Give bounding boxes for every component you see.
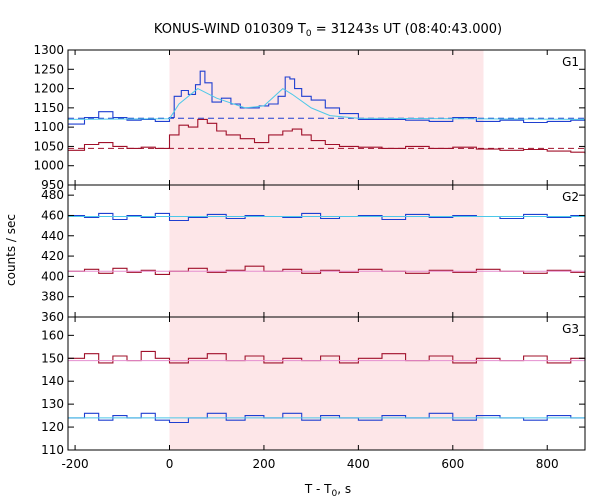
title-main: KONUS-WIND 010309 T [154,22,306,37]
chart-title: KONUS-WIND 010309 T0 = 31243s UT (08:40:… [154,22,502,39]
panel-g3: 110 120 130 140 150 160 G3 [41,316,586,457]
y-tick-label: 420 [41,249,64,263]
x-tick-label: 400 [347,457,370,471]
y-tick-label: 1000 [33,159,64,173]
title-sub: 0 [306,29,312,39]
shaded-interval [169,185,484,317]
y-tick-label: 400 [41,269,64,283]
xlabel-sub: 0 [332,489,338,499]
title-rest: = 31243s UT (08:40:43.000) [312,22,502,37]
y-tick-label: 1150 [33,101,64,115]
x-tick-label: 200 [252,457,275,471]
y-tick-label: 1100 [33,120,64,134]
y-axis-label: counts / sec [4,214,18,286]
panel-label: G1 [562,55,579,69]
panel-g1: 950 1000 1050 1100 1150 1200 1250 1300 G1 [33,43,586,192]
series-lower-red [68,265,586,275]
y-tick-label: 440 [41,229,64,243]
x-axis-label: T - T0, s [304,482,351,499]
series-lower-red [68,118,586,155]
series-upper-blue [68,70,586,125]
panel-g2: 360 380 400 420 440 460 480 G2 [41,184,586,324]
panel-label: G3 [562,322,579,336]
y-tick-label: 130 [41,397,64,411]
shaded-interval [169,317,484,450]
xlabel-rest: , s [337,482,351,496]
y-tick-label: 1250 [33,62,64,76]
y-tick-label: 1300 [33,43,64,57]
shaded-interval [169,50,484,185]
y-tick-label: 380 [41,290,64,304]
xlabel-main: T - T [304,482,332,496]
panel-frame [67,316,586,451]
y-tick-label: 1200 [33,82,64,96]
y-tick-label: 110 [41,443,64,457]
y-tick-label: 120 [41,420,64,434]
y-tick-label: 140 [41,374,64,388]
x-tick-label: 0 [166,457,174,471]
y-tick-label: 150 [41,351,64,365]
y-tick-label: 950 [41,178,64,192]
y-tick-label: 480 [41,188,64,202]
x-tick-label: 800 [536,457,559,471]
y-tick-label: 1050 [33,139,64,153]
fit-upper-cyan [67,87,586,120]
panels: 9501000105011001150120012501300G13603804… [33,43,586,471]
x-tick-label: 600 [441,457,464,471]
x-tick-label: -200 [61,457,88,471]
y-tick-label: 160 [41,328,64,342]
y-tick-label: 360 [41,310,64,324]
y-tick-label: 460 [41,208,64,222]
panel-label: G2 [562,190,579,204]
